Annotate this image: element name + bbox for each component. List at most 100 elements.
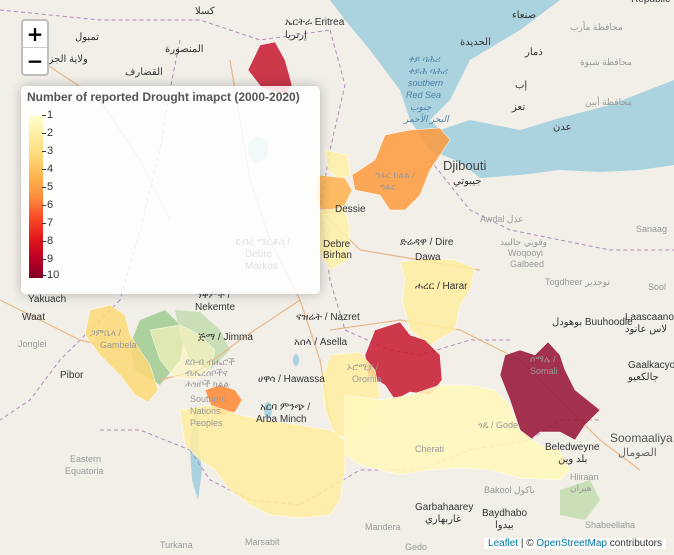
label-southern-nat-3: Peoples [190, 418, 223, 428]
label-kassala: كسلا [195, 6, 215, 17]
label-djibouti-ar: جيبوتي [453, 176, 482, 187]
label-waat: Waat [22, 312, 45, 323]
legend-tick: 6 [41, 199, 54, 211]
label-somaaliya: Soomaaliya [610, 431, 673, 445]
label-asella: አሰላ / Asella [294, 337, 348, 348]
lake-ziway [293, 354, 299, 366]
label-yakuach: Yakuach [28, 294, 66, 305]
label-shabwa: محافظة شبوة [580, 57, 632, 68]
label-gode: ጎዴ / Gode [478, 420, 518, 430]
label-garbahaarey-2: غاربهاري [425, 514, 461, 525]
top-right-label: Republic [631, 0, 670, 5]
label-mansoura: المنصورة [165, 44, 204, 55]
label-nekemte: Nekemte [195, 302, 235, 313]
legend-tick: 2 [41, 127, 54, 139]
label-beledweyne-2: بلد وين [558, 454, 587, 465]
label-buuhoodle: بوهودل Buuhoodle [552, 317, 633, 328]
label-taiz: تعز [511, 102, 525, 113]
label-jimma: ጅማ / Jimma [198, 332, 253, 343]
label-arba-minch-2: Arba Minch [256, 414, 307, 425]
region-omo [149, 324, 216, 381]
label-pibor: Pibor [60, 370, 84, 381]
label-hudaydah: الحديدة [460, 37, 491, 48]
label-nekemte-am: ነቀምት / [198, 290, 231, 301]
label-shabeellaha: Shabeellaha [585, 520, 635, 530]
label-mandera: Mandera [365, 522, 401, 532]
label-togdheer: Togdheer توجدير [545, 277, 610, 288]
label-arba-minch: አርባ ምንጭ / [260, 402, 310, 413]
label-wajaale2: Woqooyi [508, 248, 543, 258]
label-baydhabo: Baydhabo [482, 508, 527, 519]
label-gaalkacyo: Gaalkacyo [628, 360, 674, 371]
label-awdal: Awdal عدل [480, 214, 524, 224]
label-redsea-5: جنوب [410, 102, 432, 113]
label-dire-dawa-2: Dawa [415, 252, 441, 263]
label-snnpr-2: ብሔረሰቦችና [185, 368, 228, 378]
label-wajaale3: Galbeed [510, 259, 544, 269]
label-dessie: Dessie [335, 204, 366, 215]
label-wajaale: وقويي جالبيد [500, 237, 547, 248]
label-marsabit: Marsabit [245, 537, 280, 547]
label-redsea-1: ቀይ ባሕሪ [408, 54, 441, 64]
label-southern-nat-2: Nations [190, 406, 221, 416]
label-beledweyne: Beledweyne [545, 442, 600, 453]
legend-tick: 5 [41, 181, 54, 193]
zoom-control: + − [21, 19, 49, 76]
label-somali: ሶማሌ / [530, 354, 556, 364]
region-borena [179, 404, 346, 519]
label-redsea-6: البحر الأحمر [403, 113, 450, 125]
label-baydhabo-2: بيدوا [495, 520, 514, 531]
label-lascaanood: Laascaanood [625, 312, 674, 323]
label-eritrea: ኤርትራ Eritrea [285, 17, 345, 28]
zoom-out-button[interactable]: − [23, 47, 47, 74]
attribution-suffix: contributors [606, 538, 662, 549]
label-sool: Sool [648, 282, 666, 292]
label-abyan: محافظة أبين [585, 95, 632, 108]
legend-tick: 4 [41, 163, 54, 175]
attribution-separator: | © [518, 538, 537, 549]
osm-link[interactable]: OpenStreetMap [536, 538, 607, 549]
legend-tick: 9 [41, 253, 54, 265]
label-southern-nat: Southern [190, 394, 227, 404]
label-turkana: Turkana [160, 540, 193, 550]
label-snnpr-3: ሕዝቦች ክልል [185, 379, 229, 389]
label-jonglei: Jonglei [18, 339, 47, 349]
label-cherati: Cherati [415, 444, 444, 454]
legend-tick: 1 [41, 109, 54, 121]
label-harar: ሐረር / Harar [415, 281, 468, 292]
label-aden: عدن [553, 122, 572, 133]
label-dire-dawa: ድሬዳዋ / Dire [400, 237, 454, 248]
label-djibouti: Djibouti [443, 158, 486, 173]
region-gambela [84, 304, 159, 403]
legend-title: Number of reported Drought imapct (2000-… [27, 90, 300, 104]
label-mahwit: محافظة مأرب [570, 20, 623, 33]
legend-tick: 8 [41, 235, 54, 247]
region-harar [399, 257, 476, 346]
zoom-in-button[interactable]: + [26, 22, 44, 46]
leaflet-link[interactable]: Leaflet [488, 538, 519, 549]
label-hawassa: ሀዋሳ / Hawassa [258, 374, 325, 385]
label-debre-berhan: Debre [323, 239, 351, 250]
label-snnpr: ደቡብ ብሔሮች [185, 357, 235, 367]
label-redsea-4: Red Sea [406, 90, 441, 100]
lake-abaya [264, 402, 272, 418]
label-gaalkacyo-2: جالكعيو [627, 372, 659, 383]
label-somali-2: Somali [530, 366, 558, 376]
forest-somalia [560, 480, 600, 520]
label-somaaliya-2: الصومال [618, 447, 657, 459]
region-somali-south [344, 384, 571, 481]
label-redsea-2: ቀይሕ ባሕሪ [408, 66, 448, 76]
label-eastern-eq-2: Equatoria [65, 466, 104, 476]
label-hiiraan-2: هيران [570, 483, 592, 494]
label-oromia-2: Oromia [352, 374, 382, 384]
legend-tick: 3 [41, 145, 54, 157]
label-tamboul: تمبول [75, 32, 99, 43]
label-gambela: Gambela [100, 340, 137, 350]
label-qadarif: القضارف [125, 67, 163, 78]
label-oromia: ኦሮሚያ / [347, 362, 379, 372]
label-debre-berhan-2: Birhan [323, 250, 352, 261]
legend-tick: 7 [41, 217, 54, 229]
label-hiiraan: Hiiraan [570, 472, 599, 482]
